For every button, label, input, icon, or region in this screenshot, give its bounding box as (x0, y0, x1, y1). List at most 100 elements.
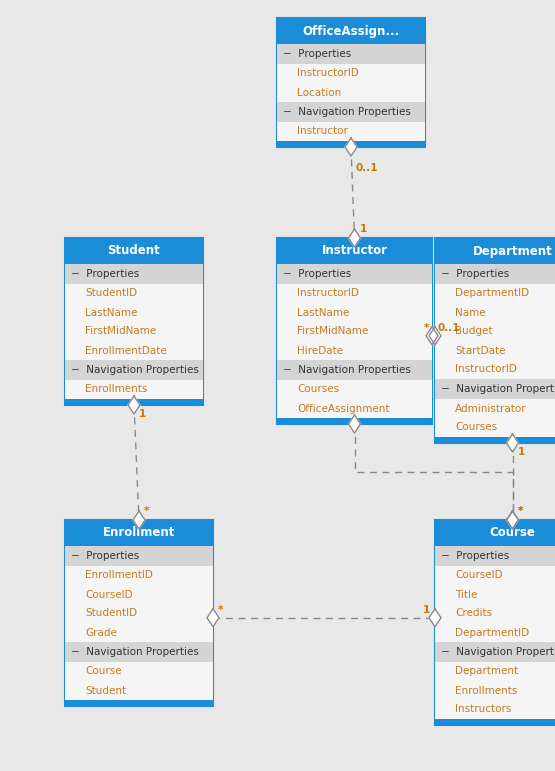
Text: −  Navigation Properties: − Navigation Properties (71, 647, 199, 657)
Text: −  Navigation Properties: − Navigation Properties (283, 365, 411, 375)
Bar (65, 623, 213, 642)
Bar (435, 379, 555, 399)
Polygon shape (426, 327, 438, 345)
Bar (65, 585, 213, 604)
Bar (277, 341, 432, 360)
Bar (65, 322, 203, 341)
Text: StudentID: StudentID (85, 608, 137, 618)
Bar (277, 44, 425, 64)
Bar (65, 341, 203, 360)
Bar (277, 238, 432, 264)
Text: Location: Location (297, 87, 341, 97)
Polygon shape (429, 327, 441, 345)
Bar (277, 303, 432, 322)
Bar (435, 719, 555, 725)
Bar (435, 284, 555, 303)
Bar (65, 566, 213, 585)
Text: −  Properties: − Properties (283, 49, 351, 59)
Bar (435, 546, 555, 566)
Bar (277, 418, 432, 424)
Bar (435, 520, 555, 725)
Bar (277, 284, 432, 303)
Text: −  Properties: − Properties (283, 269, 351, 279)
Text: *: * (517, 506, 523, 516)
Bar (65, 264, 203, 284)
Bar (277, 18, 425, 44)
Text: −  Properties: − Properties (441, 551, 509, 561)
Bar (435, 700, 555, 719)
Bar (65, 700, 213, 706)
Text: Administrator: Administrator (455, 403, 527, 413)
Bar (65, 303, 203, 322)
Bar (435, 642, 555, 662)
Text: FirstMidName: FirstMidName (85, 326, 157, 336)
Text: DepartmentID: DepartmentID (455, 288, 529, 298)
Bar (435, 322, 555, 341)
Polygon shape (507, 434, 518, 452)
Bar (435, 623, 555, 642)
Text: CourseID: CourseID (455, 571, 503, 581)
Text: *: * (517, 506, 523, 516)
Polygon shape (345, 138, 357, 156)
Bar (277, 83, 425, 102)
Bar (65, 604, 213, 623)
Polygon shape (507, 511, 518, 529)
Text: *: * (218, 604, 223, 614)
Text: −  Navigation Properties: − Navigation Properties (441, 384, 555, 394)
Text: Student: Student (108, 244, 160, 258)
Text: 1: 1 (423, 604, 430, 614)
Text: OfficeAssign...: OfficeAssign... (302, 25, 400, 38)
Bar (277, 360, 432, 380)
Text: StudentID: StudentID (85, 288, 137, 298)
Text: Department: Department (455, 666, 518, 676)
Bar (277, 141, 425, 147)
Text: 0..1: 0..1 (438, 323, 461, 333)
Bar (277, 238, 432, 424)
Text: *: * (144, 506, 149, 516)
Polygon shape (133, 511, 145, 529)
Text: 1: 1 (139, 409, 147, 419)
Bar (277, 102, 425, 122)
Text: Student: Student (85, 685, 126, 695)
Polygon shape (349, 229, 361, 247)
Text: −  Properties: − Properties (441, 269, 509, 279)
Text: Enrollments: Enrollments (455, 685, 517, 695)
Bar (435, 303, 555, 322)
Text: 1: 1 (360, 224, 367, 234)
Bar (65, 238, 203, 264)
Text: −  Navigation Properties: − Navigation Properties (71, 365, 199, 375)
Bar (435, 341, 555, 360)
Text: −  Navigation Properties: − Navigation Properties (441, 647, 555, 657)
Text: InstructorID: InstructorID (297, 288, 359, 298)
Bar (277, 399, 432, 418)
Bar (65, 284, 203, 303)
Bar (65, 642, 213, 662)
Text: CourseID: CourseID (85, 590, 133, 600)
Text: Department: Department (473, 244, 552, 258)
Bar (277, 64, 425, 83)
Bar (277, 264, 432, 284)
Bar (435, 566, 555, 585)
Text: EnrollmentDate: EnrollmentDate (85, 345, 166, 355)
Text: Name: Name (455, 308, 486, 318)
Text: −  Properties: − Properties (71, 551, 139, 561)
Bar (435, 238, 555, 264)
Text: −  Navigation Properties: − Navigation Properties (283, 107, 411, 117)
Polygon shape (207, 609, 219, 627)
Text: Course: Course (490, 527, 536, 540)
Bar (435, 360, 555, 379)
Text: −  Properties: − Properties (71, 269, 139, 279)
Text: Courses: Courses (455, 423, 497, 433)
Text: FirstMidName: FirstMidName (297, 326, 369, 336)
Bar (435, 264, 555, 284)
Text: StartDate: StartDate (455, 345, 506, 355)
Bar (65, 520, 213, 546)
Text: Instructor: Instructor (321, 244, 387, 258)
Text: DepartmentID: DepartmentID (455, 628, 529, 638)
Bar (435, 399, 555, 418)
Bar (435, 437, 555, 443)
Text: InstructorID: InstructorID (455, 365, 517, 375)
Text: Grade: Grade (85, 628, 117, 638)
Text: EnrollmentID: EnrollmentID (85, 571, 153, 581)
Text: HireDate: HireDate (297, 345, 343, 355)
